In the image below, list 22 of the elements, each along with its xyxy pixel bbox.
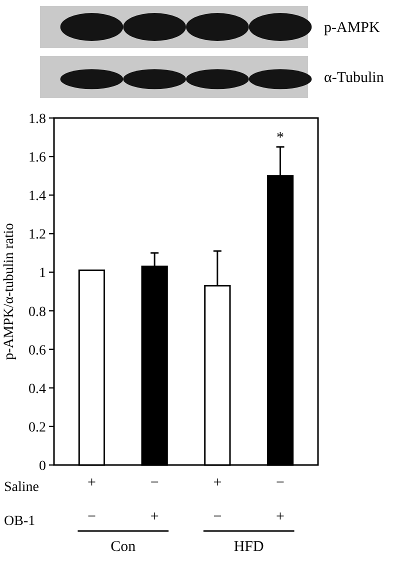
text: α-Tubulin [324, 70, 384, 86]
y-tick-label: 0.8 [28, 304, 46, 320]
y-tick-label: 0 [39, 459, 46, 474]
category-label: + − [87, 475, 96, 525]
text: OB-1 [4, 514, 36, 529]
y-tick-label: 1 [39, 266, 46, 282]
text: Saline [4, 480, 39, 495]
y-tick-label: 1.4 [28, 189, 46, 204]
data-label: * [276, 130, 284, 146]
y-tick-label: 1.6 [28, 150, 46, 166]
y-tick-label: 0.2 [28, 420, 46, 436]
text: Con [110, 539, 136, 555]
y-tick-label: 0.6 [28, 343, 46, 358]
text: HFD [234, 539, 264, 555]
y-tick-label: 1.8 [28, 112, 46, 127]
category-label: − + [150, 475, 159, 525]
category-label: − + [276, 475, 285, 525]
y-tick-label: 0.4 [28, 382, 46, 397]
category-label: + − [213, 475, 222, 525]
y-axis-title: p-AMPK/α-tubulin ratio [2, 223, 17, 360]
text: p-AMPK [324, 20, 380, 36]
y-tick-label: 1.2 [28, 228, 46, 243]
